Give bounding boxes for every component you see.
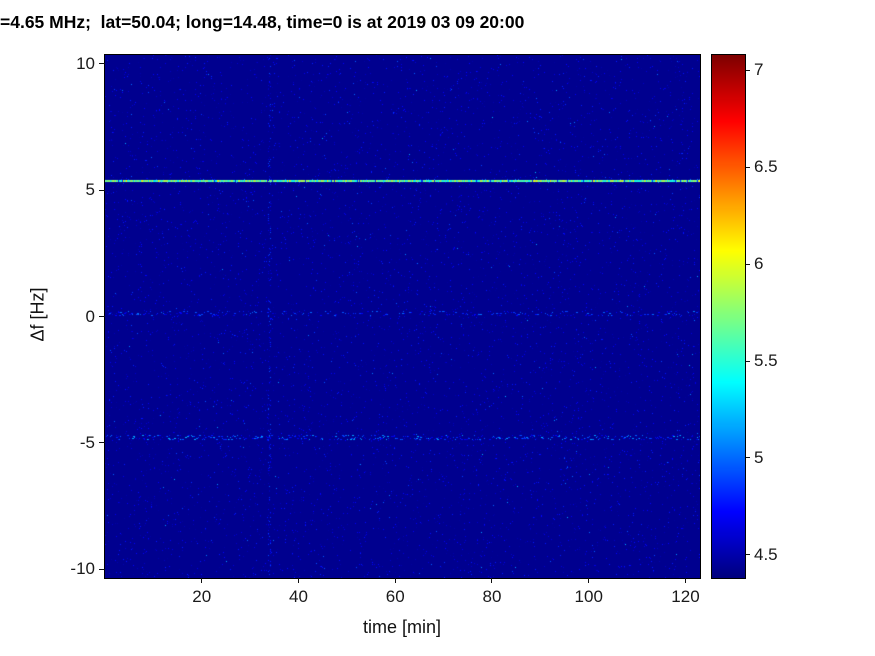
x-tick-label: 60	[385, 587, 405, 606]
x-axis-label: time [min]	[362, 617, 441, 637]
y-tick-label: 5	[85, 180, 95, 200]
colorbar-tick-label: 5.5	[754, 351, 778, 371]
y-tick-mark	[99, 316, 105, 317]
x-tick-label: 120	[671, 587, 700, 606]
x-tick-mark	[588, 578, 590, 583]
colorbar-tick-label: 5	[754, 447, 764, 467]
x-tick-mark	[491, 578, 493, 583]
colorbar-tick-mark	[746, 554, 750, 556]
x-tick-label: 100	[574, 587, 603, 606]
y-tick-label: -5	[79, 432, 95, 452]
colorbar-tick-label: 4.5	[754, 544, 778, 564]
colorbar-tick-label: 6	[754, 254, 764, 274]
x-tick-label: 20	[192, 587, 212, 606]
colorbar-tick-label: 6.5	[754, 157, 778, 177]
y-tick-mark	[99, 568, 105, 570]
colorbar-tick-mark	[746, 360, 750, 362]
colorbar-tick-mark	[746, 457, 750, 459]
y-tick-mark	[99, 189, 105, 191]
y-tick-label: 10	[76, 53, 95, 73]
colorbar	[712, 55, 745, 578]
y-tick-mark	[99, 442, 105, 444]
colorbar-tick-mark	[746, 69, 750, 71]
y-tick-mark	[99, 63, 105, 65]
heatmap-canvas	[105, 55, 700, 578]
x-tick-mark	[684, 578, 686, 583]
x-tick-label: 40	[289, 587, 308, 606]
colorbar-tick-label: 7	[754, 60, 764, 80]
x-tick-mark	[394, 578, 396, 583]
x-tick-label: 80	[482, 587, 502, 606]
chart-title: =4.65 MHz; lat=50.04; long=14.48, time=0…	[0, 12, 525, 32]
y-tick-label: -10	[70, 559, 95, 579]
y-tick-label: 0	[85, 306, 95, 326]
x-tick-mark	[201, 578, 203, 583]
colorbar-tick-mark	[746, 263, 750, 265]
x-tick-mark	[297, 578, 299, 583]
colorbar-tick-mark	[746, 166, 750, 168]
